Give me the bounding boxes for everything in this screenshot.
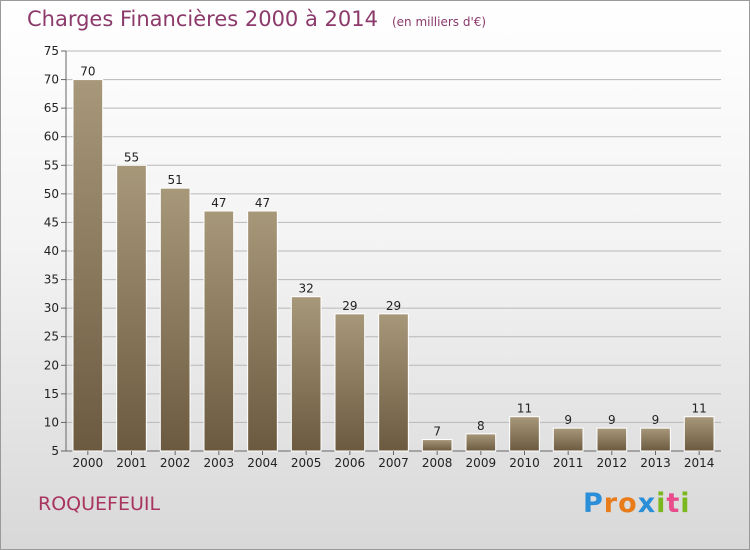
x-tick-label: 2002: [160, 456, 191, 470]
x-tick-label: 2005: [291, 456, 322, 470]
value-label: 29: [342, 299, 357, 313]
bar-2000: [72, 79, 104, 452]
bar-2010: [509, 416, 540, 452]
value-label: 70: [80, 65, 95, 79]
logo-letter: i: [656, 488, 667, 519]
value-label: 11: [517, 402, 532, 416]
x-tick-label: 2001: [116, 456, 147, 470]
bar-2007: [378, 313, 409, 452]
bar-2013: [640, 427, 671, 452]
x-tick-label: 2008: [422, 456, 453, 470]
y-tick-label: 5: [51, 444, 59, 458]
value-label: 47: [255, 196, 270, 210]
y-tick-label: 60: [44, 130, 59, 144]
value-label: 32: [299, 282, 314, 296]
chart-subtitle: (en milliers d'€): [391, 15, 487, 29]
value-label: 9: [608, 413, 616, 427]
logo-letter: r: [603, 488, 619, 519]
x-tick-label: 2000: [73, 456, 104, 470]
chart-title: Charges Financières 2000 à 2014: [27, 7, 378, 31]
y-tick-label: 20: [44, 358, 59, 372]
y-tick-label: 10: [44, 415, 59, 429]
logo-letter: x: [637, 488, 657, 519]
value-label: 55: [124, 150, 139, 164]
x-tick-label: 2014: [684, 456, 715, 470]
value-label: 11: [692, 402, 707, 416]
y-tick-label: 35: [44, 273, 59, 287]
x-tick-label: 2007: [378, 456, 409, 470]
bar-2003: [203, 210, 235, 452]
y-tick-label: 70: [44, 73, 59, 87]
y-tick-label: 15: [44, 387, 59, 401]
x-tick-label: 2004: [247, 456, 278, 470]
x-tick-label: 2003: [204, 456, 235, 470]
bar-2002: [159, 187, 191, 452]
x-tick-label: 2013: [640, 456, 671, 470]
y-tick-label: 40: [44, 244, 59, 258]
value-label: 8: [477, 419, 485, 433]
x-tick-label: 2011: [553, 456, 584, 470]
value-label: 7: [433, 425, 441, 439]
value-label: 47: [211, 196, 226, 210]
value-label: 29: [386, 299, 401, 313]
bar-2011: [552, 427, 584, 452]
y-tick-label: 65: [44, 101, 59, 115]
logo-letter: o: [618, 488, 638, 519]
y-tick-label: 55: [44, 158, 59, 172]
x-tick-label: 2012: [597, 456, 628, 470]
bar-2004: [247, 210, 278, 452]
y-tick-label: 75: [44, 44, 59, 58]
commune-name: ROQUEFEUIL: [38, 493, 161, 515]
value-label: 9: [564, 413, 572, 427]
bar-2001: [116, 164, 147, 452]
chart-header: Charges Financières 2000 à 2014 (en milli…: [27, 7, 486, 31]
value-label: 51: [168, 173, 183, 187]
y-tick-label: 30: [44, 301, 59, 315]
bar-2014: [683, 416, 715, 452]
proxiti-logo[interactable]: Proxiti: [583, 488, 691, 519]
x-tick-label: 2009: [466, 456, 497, 470]
value-label: 9: [652, 413, 660, 427]
bar-2005: [290, 296, 322, 452]
logo-letter: t: [666, 488, 681, 519]
y-tick-label: 45: [44, 215, 59, 229]
bar-2012: [596, 427, 628, 452]
y-tick-label: 50: [44, 187, 59, 201]
bar-2006: [334, 313, 366, 452]
logo-letter: P: [583, 488, 604, 519]
logo-letter: i: [680, 488, 691, 519]
x-tick-label: 2010: [509, 456, 540, 470]
y-tick-label: 25: [44, 330, 59, 344]
x-tick-label: 2006: [335, 456, 366, 470]
bar-2008: [421, 439, 453, 452]
bar-2009: [465, 433, 497, 452]
